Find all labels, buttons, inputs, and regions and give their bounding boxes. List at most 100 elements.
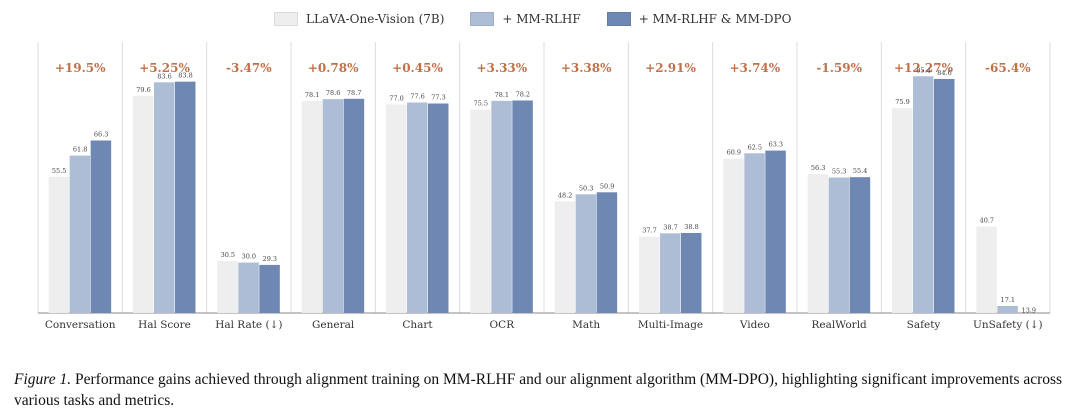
bar [386, 104, 407, 314]
gain-label: +3.74% [729, 61, 780, 75]
data-label: 85.4 [916, 66, 930, 74]
data-label: 78.1 [495, 91, 509, 99]
caption-text: Performance gains achieved through align… [14, 371, 1063, 409]
data-label: 66.3 [94, 131, 108, 139]
legend-swatch [470, 12, 495, 26]
tick-label: UnSafety (↓) [973, 319, 1043, 331]
bar [48, 176, 70, 313]
data-label: 38.7 [663, 223, 677, 231]
bar [765, 150, 786, 313]
bar [976, 226, 997, 313]
bar [660, 233, 681, 313]
gain-label: +2.91% [645, 61, 696, 75]
gain-label: -1.59% [816, 61, 862, 75]
bar [69, 155, 91, 313]
legend-item: LLaVA-One-Vision (7B) [274, 12, 444, 26]
data-label: 55.4 [853, 167, 867, 175]
data-label: 75.5 [474, 100, 488, 108]
figure-caption: Figure 1. Performance gains achieved thr… [14, 369, 1074, 411]
bar-chart: +19.5% 55.5 61.8 66.3 Conversation +5.25% 79.6… [37, 42, 1051, 331]
bar [512, 100, 533, 314]
bar [90, 140, 112, 313]
legend-swatch [274, 12, 298, 26]
bar [681, 232, 702, 313]
data-label: 78.2 [516, 90, 530, 98]
bar [744, 153, 765, 313]
bar [175, 81, 196, 313]
bar [343, 98, 365, 313]
legend: LLaVA-One-Vision (7B) + MM-RLHF + MM-RLHF … [274, 9, 817, 29]
data-label: 77.3 [431, 94, 445, 102]
bar [723, 158, 744, 313]
gain-label: +5.25% [139, 61, 190, 75]
legend-item: + MM-RLHF [470, 12, 581, 26]
tick-label: Safety [907, 319, 941, 331]
data-label: 63.3 [769, 141, 783, 149]
gain-label: +3.38% [561, 61, 612, 75]
tick-label: Hal Rate (↓) [215, 319, 282, 331]
bar [913, 76, 934, 313]
data-label: 60.9 [727, 149, 741, 157]
data-label: 77.6 [410, 93, 424, 101]
bar [301, 100, 323, 313]
bar [217, 260, 238, 313]
bar [491, 100, 512, 313]
bar [428, 103, 449, 313]
bar [997, 305, 1018, 313]
legend-swatch [606, 12, 631, 26]
tick-label: Multi-Image [638, 319, 703, 331]
data-label: 30.0 [242, 253, 256, 261]
bar [934, 78, 955, 313]
gain-label: +0.78% [308, 61, 359, 75]
bar [238, 262, 259, 313]
data-label: 29.3 [263, 255, 277, 263]
tick-label: Video [739, 319, 770, 331]
bar [554, 201, 576, 313]
data-label: 78.1 [305, 91, 319, 99]
tick-label: OCR [490, 319, 516, 331]
data-label: 50.9 [600, 182, 614, 190]
tick-label: Hal Score [138, 319, 191, 331]
data-label: 78.7 [347, 89, 361, 97]
caption-label: Figure 1. [14, 371, 72, 388]
data-label: 40.7 [980, 217, 994, 225]
tick-label: Math [572, 319, 600, 331]
bar [575, 194, 597, 313]
data-label: 56.3 [811, 164, 825, 172]
gain-label: +12.27% [894, 61, 954, 75]
legend-label: + MM-RLHF & MM-DPO [638, 12, 792, 26]
data-label: 75.9 [895, 98, 909, 106]
tick-label: Conversation [45, 319, 116, 331]
data-label: 79.6 [136, 86, 150, 94]
data-label: 83.8 [178, 72, 192, 80]
gain-label: +0.45% [392, 61, 443, 75]
data-label: 37.7 [642, 227, 656, 235]
data-label: 50.3 [579, 184, 593, 192]
tick-label: General [312, 319, 355, 331]
data-label: 55.5 [52, 167, 66, 175]
bar [639, 236, 660, 313]
bar [154, 82, 175, 314]
bar [596, 192, 618, 313]
tick-label: Chart [402, 319, 433, 331]
legend-label: + MM-RLHF [502, 12, 581, 26]
data-label: 30.5 [221, 251, 235, 259]
tick-label: RealWorld [812, 319, 868, 331]
data-label: 38.8 [684, 223, 698, 231]
data-label: 48.2 [558, 191, 572, 199]
data-label: 17.1 [1001, 296, 1015, 304]
bar [133, 95, 154, 313]
bar [892, 108, 913, 313]
data-label: 78.6 [326, 89, 340, 97]
data-label: 61.8 [73, 146, 87, 154]
data-label: 84.6 [937, 69, 951, 77]
bar [259, 264, 280, 313]
legend-item: + MM-RLHF & MM-DPO [606, 12, 792, 26]
bar [407, 102, 428, 313]
bar [849, 177, 871, 313]
data-label: 62.5 [748, 143, 762, 151]
bar [828, 177, 850, 313]
gain-label: -65.4% [985, 61, 1031, 75]
gain-label: +3.33% [476, 61, 527, 75]
chart-area: +19.5% 55.5 61.8 66.3 Conversation +5.25% 79.6… [37, 9, 1051, 331]
